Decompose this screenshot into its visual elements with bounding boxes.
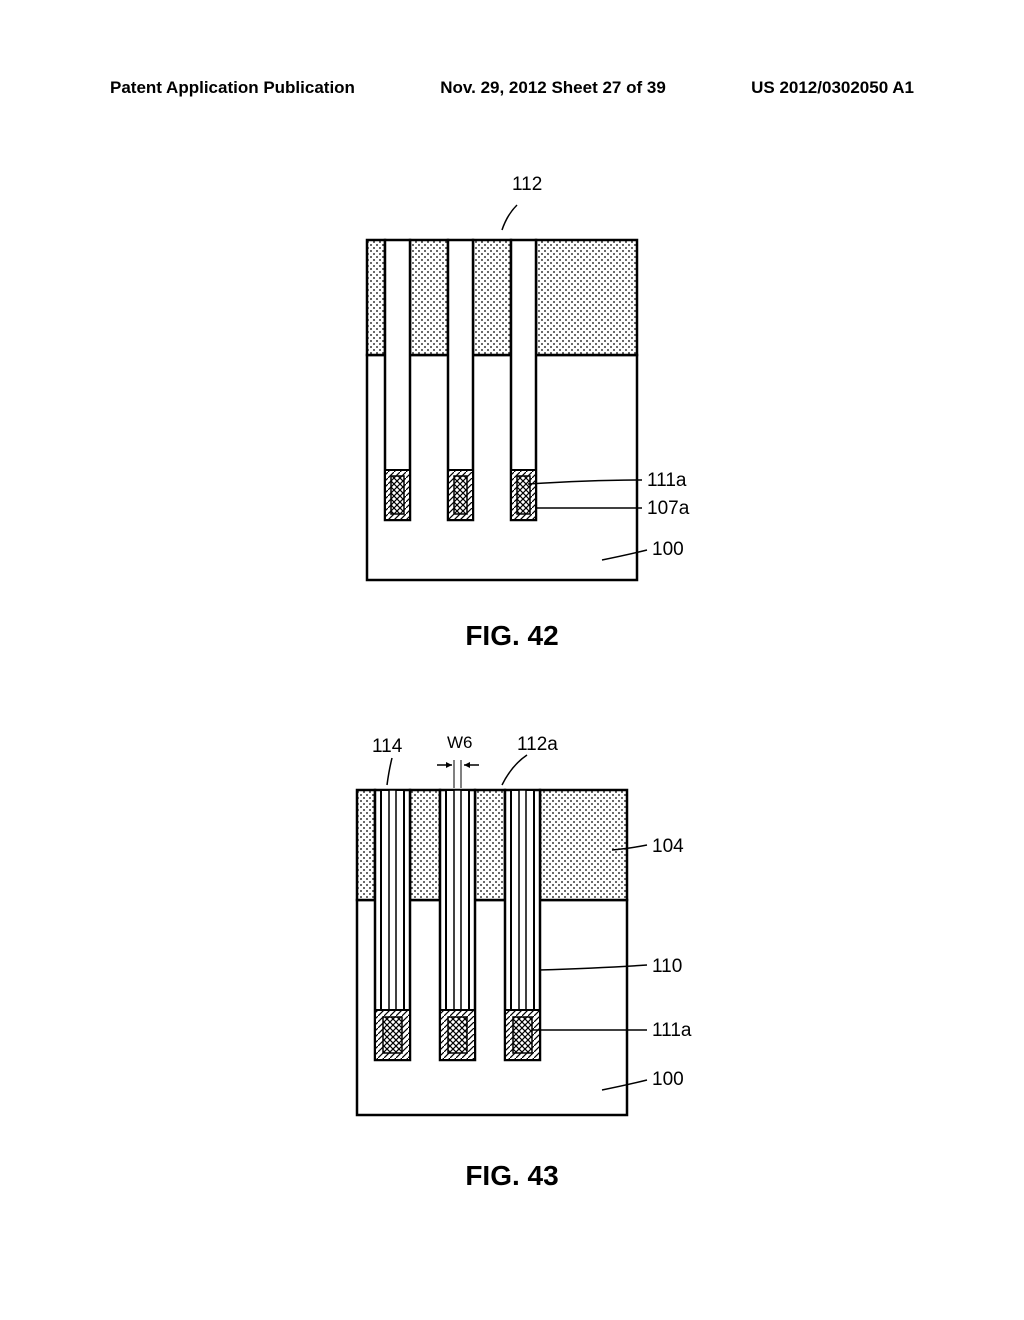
- label-100-43: 100: [652, 1069, 684, 1090]
- label-107a: 107a: [647, 498, 690, 519]
- figure-42-diagram: 112 111a 107a 100: [292, 160, 732, 590]
- label-112: 112: [512, 174, 542, 195]
- page-header: Patent Application Publication Nov. 29, …: [110, 78, 914, 98]
- label-104: 104: [652, 836, 684, 857]
- label-114: 114: [372, 736, 403, 757]
- fig42-title: FIG. 42: [292, 620, 732, 652]
- figure-43-container: 114 W6 112a 104 110 111a 100 FIG. 43: [282, 710, 742, 1192]
- header-left: Patent Application Publication: [110, 78, 355, 98]
- label-100: 100: [652, 539, 684, 560]
- label-111a: 111a: [647, 470, 687, 491]
- figure-43-diagram: 114 W6 112a 104 110 111a 100: [282, 710, 742, 1130]
- figure-42-container: 112 111a 107a 100 FIG. 42: [292, 160, 732, 652]
- label-110: 110: [652, 956, 682, 977]
- header-right: US 2012/0302050 A1: [751, 78, 914, 98]
- label-w6: W6: [447, 733, 473, 752]
- label-112a: 112a: [517, 734, 558, 755]
- label-111a-43: 111a: [652, 1020, 692, 1041]
- header-center: Nov. 29, 2012 Sheet 27 of 39: [440, 78, 666, 98]
- fig43-title: FIG. 43: [282, 1160, 742, 1192]
